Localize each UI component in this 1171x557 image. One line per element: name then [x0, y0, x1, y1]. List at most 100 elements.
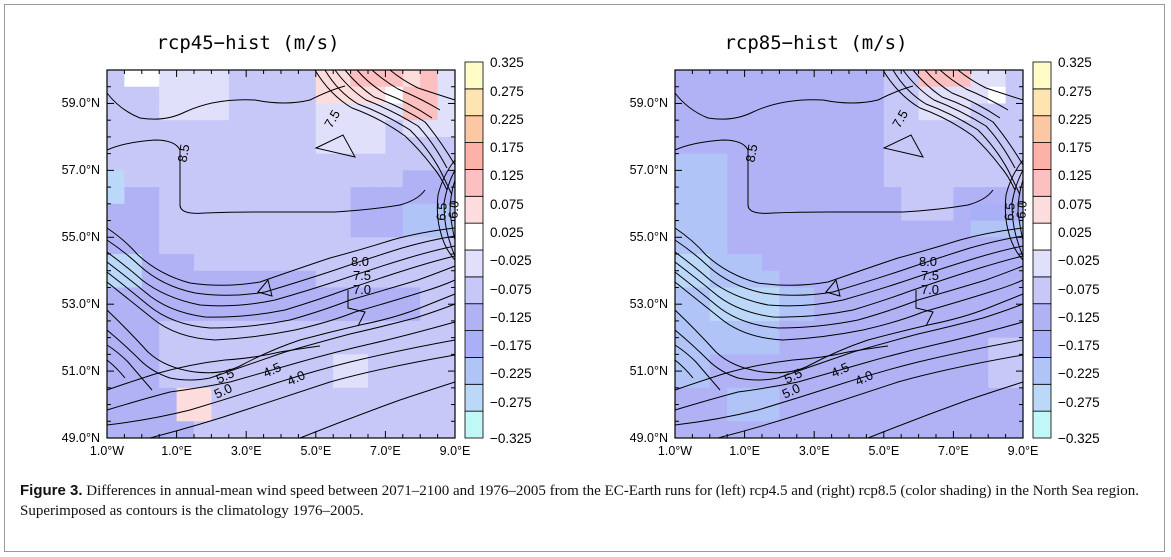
heatmap-cell: [936, 371, 954, 389]
heatmap-cell: [692, 354, 711, 372]
heatmap-cell: [779, 220, 798, 238]
heatmap-cell: [675, 220, 693, 238]
heatmap-cell: [333, 371, 352, 389]
heatmap-cell: [228, 187, 247, 205]
heatmap-cell: [263, 136, 282, 155]
heatmap-cell: [107, 387, 125, 406]
heatmap-cell: [107, 120, 125, 138]
heatmap-cell: [901, 187, 920, 205]
heatmap-cell: [988, 86, 1007, 104]
heatmap-cell: [402, 237, 421, 255]
heatmap-cell: [246, 354, 265, 372]
heatmap-cell: [194, 86, 212, 104]
heatmap-cell: [709, 170, 728, 188]
heatmap-cell: [333, 337, 352, 355]
heatmap-cell: [849, 404, 867, 422]
heatmap-cell: [159, 421, 178, 439]
heatmap-cell: [263, 270, 282, 288]
heatmap-cell: [762, 254, 780, 272]
heatmap-cell: [883, 387, 902, 406]
heatmap-cell: [988, 337, 1007, 355]
colorbar-swatch: [464, 330, 484, 358]
heatmap-cell: [953, 170, 972, 188]
heatmap-cell: [936, 70, 954, 88]
heatmap-cell: [263, 304, 282, 322]
heatmap-cell: [727, 270, 746, 288]
caption-text: Differences in annual-mean wind speed be…: [20, 483, 1140, 519]
heatmap-cell: [709, 86, 728, 104]
colorbar-label: −0.175: [1058, 338, 1100, 353]
heatmap-cell: [211, 220, 230, 238]
heatmap-cell: [988, 70, 1007, 88]
colorbar-swatch: [464, 276, 484, 305]
heatmap-cell: [883, 237, 902, 255]
heatmap-cell: [159, 404, 178, 422]
heatmap-cell: [281, 270, 299, 288]
heatmap-cell: [692, 203, 711, 222]
heatmap-cell: [849, 220, 867, 238]
heatmap-cell: [159, 220, 178, 238]
heatmap-cell: [194, 70, 212, 88]
colorbar-label: 0.225: [1058, 112, 1092, 127]
colorbar-swatch: [1032, 357, 1052, 385]
heatmap-cell: [194, 153, 212, 171]
heatmap-cell: [385, 153, 404, 171]
heatmap-cell: [901, 404, 920, 422]
heatmap-cell: [281, 421, 299, 439]
heatmap-cell: [141, 220, 160, 238]
heatmap-cell: [211, 237, 230, 255]
heatmap-cell: [709, 153, 728, 171]
heatmap-cell: [692, 320, 711, 339]
heatmap-cell: [402, 404, 421, 422]
heatmap-cell: [246, 70, 265, 88]
colorbar-swatch: [464, 61, 484, 90]
heatmap-cell: [315, 120, 334, 138]
heatmap-cell: [970, 153, 989, 171]
heatmap-cell: [709, 203, 728, 222]
heatmap-cell: [831, 70, 850, 88]
heatmap-cell: [936, 404, 954, 422]
heatmap-cell: [762, 371, 780, 389]
colorbar-swatch: [1032, 330, 1052, 358]
heatmap-cell: [124, 153, 143, 171]
heatmap-cell: [315, 237, 334, 255]
heatmap-cell: [883, 70, 902, 88]
heatmap-cell: [402, 371, 421, 389]
heatmap-cell: [333, 120, 352, 138]
heatmap-cell: [1005, 387, 1024, 406]
colorbar-label: 0.125: [1058, 168, 1092, 183]
heatmap-cell: [796, 421, 815, 439]
heatmap-cell: [970, 421, 989, 439]
heatmap-cell: [194, 371, 212, 389]
heatmap-cell: [124, 170, 143, 188]
heatmap-cell: [779, 237, 798, 255]
heatmap-cell: [901, 304, 920, 322]
heatmap-cell: [437, 254, 456, 272]
heatmap-cell: [298, 337, 317, 355]
heatmap-cell: [159, 254, 178, 272]
colorbar-label: −0.275: [1058, 395, 1100, 410]
heatmap-cell: [107, 371, 125, 389]
heatmap-cell: [420, 187, 439, 205]
heatmap-cell: [437, 270, 456, 288]
contour-label: 6.5: [1001, 202, 1018, 221]
y-tick-label: 59.0°N: [630, 96, 668, 110]
heatmap-cell: [953, 287, 972, 305]
heatmap-cell: [315, 170, 334, 188]
heatmap-cell: [692, 153, 711, 171]
heatmap-cell: [350, 120, 369, 138]
heatmap-cell: [228, 136, 247, 155]
heatmap-cell: [883, 404, 902, 422]
contour-label: 6.5: [433, 202, 450, 221]
heatmap-cell: [1005, 136, 1024, 155]
heatmap-cell: [762, 304, 780, 322]
heatmap-cell: [159, 320, 178, 339]
heatmap-cell: [298, 320, 317, 339]
heatmap-cell: [159, 153, 178, 171]
heatmap-cell: [437, 287, 456, 305]
heatmap-cell: [315, 421, 334, 439]
heatmap-cell: [849, 270, 867, 288]
heatmap-cell: [849, 187, 867, 205]
heatmap-cell: [762, 387, 780, 406]
heatmap-cell: [727, 421, 746, 439]
